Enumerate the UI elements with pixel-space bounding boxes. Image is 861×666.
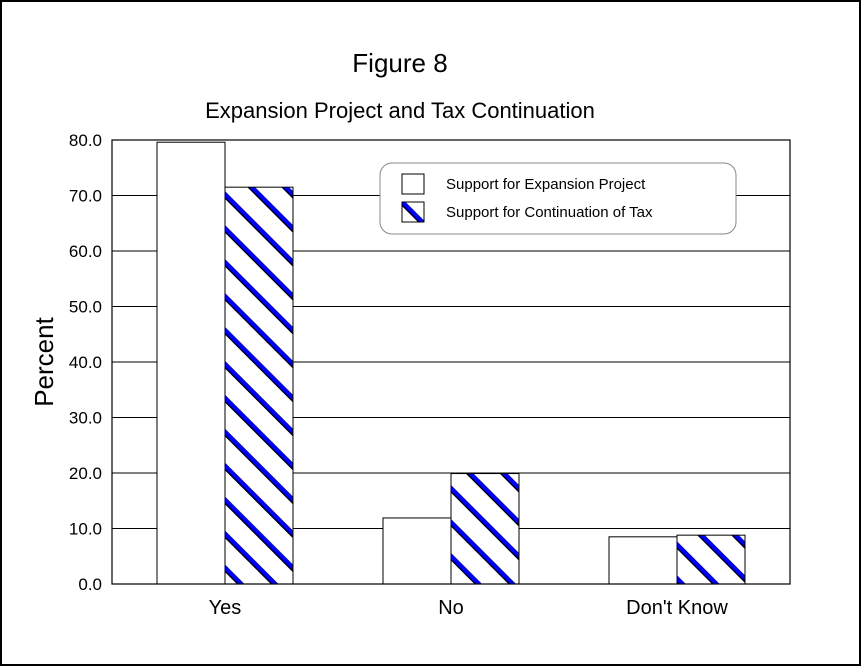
legend-swatch [401, 201, 425, 223]
y-tick-label: 50.0 [69, 298, 102, 317]
x-tick-label: Don't Know [626, 597, 728, 619]
bar-tax-0 [224, 186, 294, 585]
bars [156, 141, 746, 585]
bar-tax-1 [450, 473, 520, 585]
legend-box [379, 162, 737, 235]
plot-border [111, 139, 791, 585]
y-tick-label: 80.0 [69, 131, 102, 150]
y-tick-label: 70.0 [69, 187, 102, 206]
y-tick-label: 10.0 [69, 520, 102, 539]
legend: Support for Expansion Project Support for… [379, 162, 737, 235]
bar-expansion-1 [382, 517, 452, 585]
bar-expansion-0 [156, 141, 226, 585]
x-tick-label: Yes [209, 597, 242, 619]
chart-subtitle: Expansion Project and Tax Continuation [205, 98, 595, 123]
bar-tax-2 [676, 534, 746, 585]
y-tick-label: 60.0 [69, 242, 102, 261]
bar-expansion-2 [608, 536, 678, 585]
legend-label: Support for Expansion Project [446, 176, 646, 193]
legend-label: Support for Continuation of Tax [446, 204, 653, 221]
y-tick-label: 40.0 [69, 353, 102, 372]
legend-swatch [401, 173, 425, 195]
y-axis-label: Percent [29, 316, 59, 406]
y-tick-label: 0.0 [78, 575, 102, 594]
axes: 0.0 10.0 20.0 30.0 40.0 50.0 60.0 70.0 80.0 Perce… [29, 131, 791, 619]
chart-title: Figure 8 [352, 48, 448, 78]
y-tick-label: 20.0 [69, 464, 102, 483]
x-tick-label: No [438, 597, 464, 619]
y-tick-label: 30.0 [69, 409, 102, 428]
